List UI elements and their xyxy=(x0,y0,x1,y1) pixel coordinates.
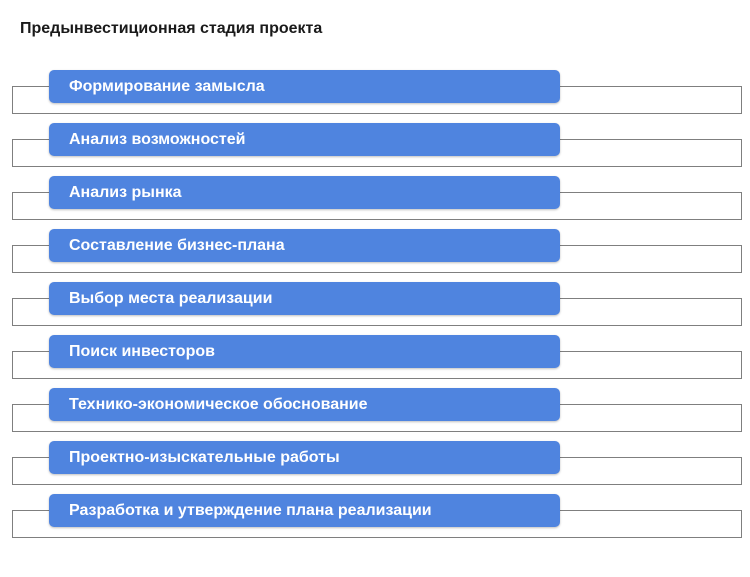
stage-row: Анализ возможностей xyxy=(0,123,750,176)
stage-box: Анализ рынка xyxy=(49,176,560,209)
stage-row: Составление бизнес-плана xyxy=(0,229,750,282)
stage-box: Проектно-изыскательные работы xyxy=(49,441,560,474)
stage-row: Разработка и утверждение плана реализаци… xyxy=(0,494,750,547)
stage-box: Разработка и утверждение плана реализаци… xyxy=(49,494,560,527)
stage-list: Формирование замысла Анализ возможностей… xyxy=(0,70,750,547)
stage-row: Технико-экономическое обоснование xyxy=(0,388,750,441)
stage-box: Формирование замысла xyxy=(49,70,560,103)
stage-box: Выбор места реализации xyxy=(49,282,560,315)
stage-label: Поиск инвесторов xyxy=(69,342,215,360)
stage-label: Анализ рынка xyxy=(69,183,182,201)
stage-label: Разработка и утверждение плана реализаци… xyxy=(69,501,432,519)
stage-box: Анализ возможностей xyxy=(49,123,560,156)
stage-label: Технико-экономическое обоснование xyxy=(69,395,368,413)
stage-box: Технико-экономическое обоснование xyxy=(49,388,560,421)
stage-label: Составление бизнес-плана xyxy=(69,236,285,254)
stage-label: Выбор места реализации xyxy=(69,289,273,307)
stage-row: Выбор места реализации xyxy=(0,282,750,335)
stage-row: Проектно-изыскательные работы xyxy=(0,441,750,494)
stage-row: Формирование замысла xyxy=(0,70,750,123)
stage-row: Поиск инвесторов xyxy=(0,335,750,388)
stage-row: Анализ рынка xyxy=(0,176,750,229)
stage-label: Анализ возможностей xyxy=(69,130,246,148)
stage-label: Проектно-изыскательные работы xyxy=(69,448,340,466)
stage-box: Составление бизнес-плана xyxy=(49,229,560,262)
stage-label: Формирование замысла xyxy=(69,77,265,95)
stage-box: Поиск инвесторов xyxy=(49,335,560,368)
diagram-title: Предынвестиционная стадия проекта xyxy=(20,20,323,37)
